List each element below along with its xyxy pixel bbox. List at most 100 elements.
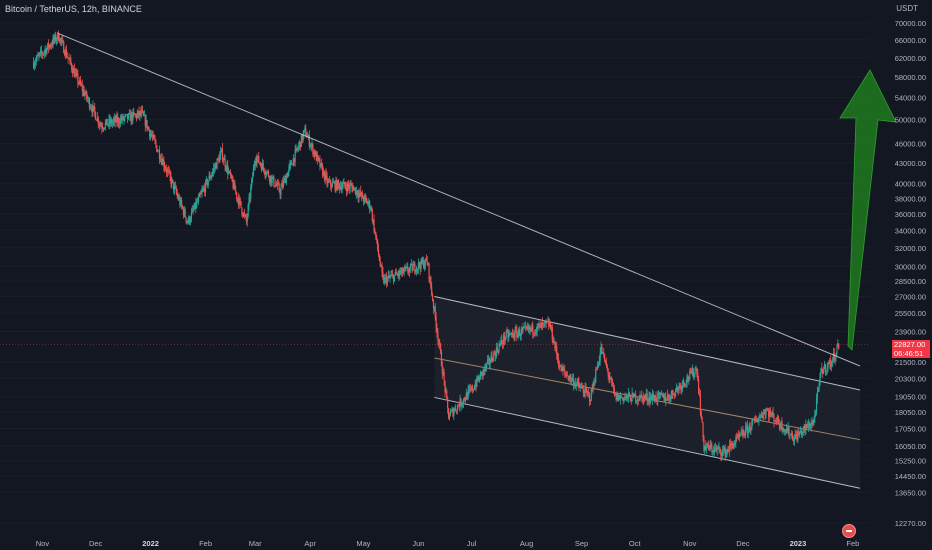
candle-body (691, 368, 694, 374)
candle-body (612, 386, 615, 389)
candle-body (739, 434, 741, 436)
candle-body (438, 340, 440, 344)
candle-body (155, 141, 157, 146)
candle-body (820, 368, 822, 373)
candle-body (156, 145, 158, 152)
candle-body (680, 385, 682, 390)
candle-body (312, 144, 314, 155)
candle-body (470, 388, 472, 390)
candle-body (87, 98, 90, 100)
tradingview-logo-icon[interactable] (842, 524, 856, 538)
candle-body (122, 115, 124, 120)
candle-body (293, 158, 295, 162)
candle-body (193, 208, 195, 210)
candle-body (86, 91, 88, 99)
candle-body (371, 209, 373, 221)
symbol-title[interactable]: Bitcoin / TetherUS, 12h, BINANCE (5, 4, 142, 14)
candle-body (391, 274, 393, 276)
candle-body (56, 39, 58, 41)
candle-body (459, 398, 461, 408)
candle-body (815, 398, 818, 413)
candle-body (417, 262, 419, 269)
candle-body (196, 201, 198, 208)
candle-body (549, 322, 552, 329)
candle-body (392, 274, 394, 276)
candle-body (434, 306, 436, 318)
candle-body (580, 386, 582, 388)
candle-body (794, 434, 796, 438)
candle-body (425, 258, 427, 261)
candle-body (523, 327, 525, 329)
candle-body (429, 277, 431, 279)
candle-body (353, 187, 356, 189)
candle-body (224, 158, 226, 167)
candle-body (390, 275, 392, 278)
candle-body (50, 44, 52, 47)
candle-body (368, 201, 370, 204)
candle-body (259, 162, 261, 164)
candle-body (282, 183, 284, 187)
candle-body (533, 332, 536, 334)
candle-body (311, 144, 313, 146)
candle-body (666, 395, 669, 400)
candle-body (618, 395, 620, 401)
candle-body (499, 343, 501, 345)
candle-body (111, 122, 114, 124)
candle-body (642, 396, 644, 402)
candle-body (431, 294, 434, 301)
candle-body (474, 384, 476, 389)
candle-body (509, 333, 511, 335)
candle-body (95, 112, 97, 120)
candle-body (178, 198, 180, 200)
candle-body (275, 184, 278, 186)
descending-trendline (58, 32, 861, 367)
candle-body (255, 161, 257, 163)
candle-body (314, 151, 316, 157)
candle-body (204, 180, 207, 193)
candle-body (154, 138, 156, 142)
candle-body (189, 219, 192, 223)
candle-body (285, 175, 287, 184)
candle-body (819, 372, 821, 384)
candle-body (54, 35, 56, 41)
candle-body (747, 427, 749, 434)
candle-body (806, 424, 808, 429)
candle-body (765, 409, 767, 415)
candle-body (460, 398, 462, 406)
candle-body (667, 395, 670, 398)
candle-body (666, 399, 668, 401)
candle-body (317, 155, 319, 159)
price-tick-label: 20300.00 (895, 374, 926, 383)
candle-body (134, 114, 137, 116)
candle-body (134, 113, 136, 115)
candle-body (741, 430, 743, 432)
candle-body (674, 389, 677, 397)
candle-body (670, 394, 672, 400)
candle-body (93, 105, 95, 108)
candle-body (281, 183, 283, 188)
last-price: 22827.00 (894, 339, 926, 349)
candle-body (585, 387, 587, 390)
candle-body (298, 145, 300, 149)
candle-body (43, 51, 45, 54)
candle-body (139, 111, 141, 116)
candle-body (649, 396, 651, 403)
time-tick-label: Nov (36, 539, 50, 548)
candle-body (749, 424, 751, 430)
candle-body (643, 395, 646, 398)
candle-body (745, 426, 747, 436)
candle-body (370, 208, 372, 210)
candle-body (226, 165, 228, 170)
candle-body (598, 360, 600, 365)
candle-body (256, 158, 258, 163)
candle-body (356, 190, 358, 195)
candle-body (536, 324, 538, 331)
candle-body (723, 447, 725, 451)
candle-body (325, 173, 327, 176)
candle-body (218, 158, 220, 163)
price-tick-label: 50000.00 (895, 116, 926, 125)
candle-body (696, 368, 698, 374)
candle-body (597, 364, 600, 366)
candle-body (677, 387, 679, 391)
